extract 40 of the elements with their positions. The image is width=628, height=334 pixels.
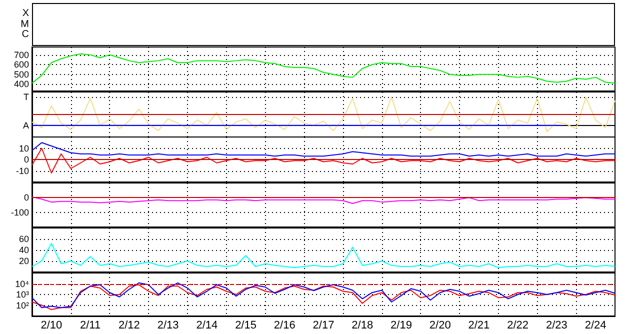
y-tick-label: -100	[10, 207, 29, 218]
x-tick-label: 2/21	[468, 320, 490, 332]
text: M	[20, 18, 29, 30]
text: A	[22, 120, 29, 130]
y-tick-label: 10³	[16, 290, 29, 300]
x-tick-label: 2/15	[235, 320, 256, 332]
y-tick-label: 600	[14, 60, 29, 70]
x-tick-label: 2/23	[546, 320, 568, 332]
y-tick-label: 0	[24, 154, 29, 164]
x-tick-label: 2/10	[40, 320, 62, 332]
x-tick-label: 2/17	[312, 320, 334, 332]
x-tick-label: 2/22	[507, 320, 529, 332]
x-tick-label: 2/12	[118, 320, 140, 332]
x-tick-label: 2/19	[390, 320, 412, 332]
x-tick-label: 2/18	[352, 320, 374, 332]
text: T	[24, 92, 30, 102]
text: X	[22, 8, 29, 20]
line-series	[32, 148, 616, 174]
y-tick-label: -10	[16, 166, 29, 176]
line-series	[32, 142, 616, 157]
y-tick-label: 10⁴	[15, 278, 30, 289]
y-tick-label: 20	[18, 256, 29, 266]
line-series	[32, 242, 616, 268]
x-tick-label: 2/16	[274, 320, 296, 332]
y-tick-label: 500	[14, 69, 29, 80]
x-tick-label: 2/24	[584, 320, 606, 332]
y-tick-label: 700	[14, 50, 29, 60]
line-series	[32, 196, 616, 204]
y-tick-label: 10	[18, 143, 29, 154]
x-tick-label: 2/14	[196, 320, 218, 332]
y-tick-label: 60	[18, 234, 29, 244]
x-tick-label: 2/20	[429, 320, 451, 332]
x-tick-label: 2/13	[157, 320, 179, 332]
y-tick-label: 400	[14, 79, 29, 90]
y-tick-label: 40	[18, 245, 29, 255]
x-tick-label: 2/11	[80, 320, 101, 332]
y-tick-label: 10²	[16, 300, 29, 310]
line-series	[32, 53, 616, 84]
text: C	[22, 29, 29, 42]
y-tick-label: 0	[24, 192, 29, 203]
